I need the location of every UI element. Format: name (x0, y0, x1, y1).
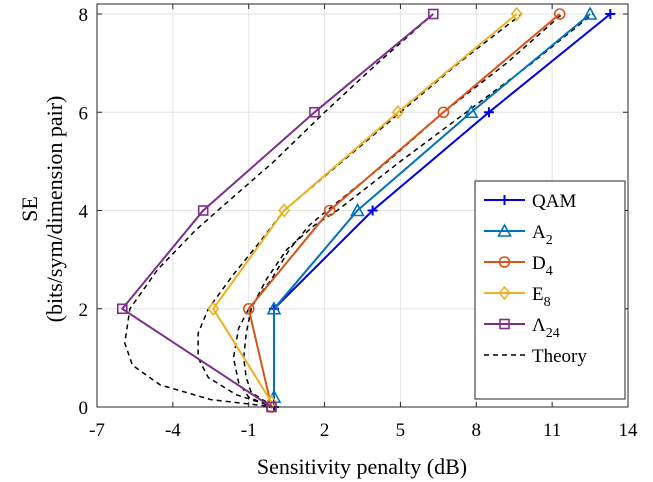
y-tick-label: 8 (79, 5, 89, 26)
marker-circle (553, 8, 566, 20)
marker-plus (605, 9, 616, 19)
legend: QAM A2 D4 E8 Λ24 Theory (474, 180, 626, 400)
series-e8 (207, 6, 523, 410)
series-line (247, 13, 561, 408)
legend-item: QAM (484, 191, 576, 212)
x-tick-label: 8 (472, 420, 482, 441)
marker-diamond (498, 285, 511, 301)
marker-diamond (278, 203, 291, 218)
legend-item: E8 (484, 284, 551, 310)
legend-label: Λ24 (532, 315, 560, 341)
marker-diamond (265, 394, 278, 410)
marker-diamond (207, 301, 220, 316)
axis-ticks: -7 -4 -1 2 5 8 11 14 0 2 4 6 8 (79, 4, 639, 441)
marker-triangle (266, 301, 282, 315)
legend-item: D4 (484, 253, 553, 279)
marker-square (197, 205, 209, 216)
marker-triangle (497, 223, 512, 237)
legend-label: Theory (532, 346, 587, 367)
y-tick-label: 4 (79, 202, 89, 223)
plot-frame (96, 3, 629, 408)
x-axis-title: Sensitivity penalty (dB) (257, 454, 467, 479)
legend-item: Theory (484, 346, 587, 367)
theory-curve (124, 13, 434, 407)
legend-label: D4 (532, 253, 553, 279)
series-lines (116, 6, 616, 413)
legend-label: E8 (532, 284, 551, 310)
series-line (212, 13, 518, 403)
x-tick-label: -4 (165, 420, 181, 441)
theory-curve (197, 13, 523, 406)
legend-label: A2 (532, 222, 553, 248)
x-tick-label: 14 (619, 420, 639, 441)
x-tick-label: 5 (396, 420, 406, 441)
legend-label: QAM (532, 191, 576, 212)
legend-box (474, 180, 626, 400)
marker-plus (499, 195, 510, 205)
marker-triangle (463, 104, 479, 119)
marker-square (116, 303, 128, 315)
y-tick-label: 0 (79, 398, 89, 419)
series-line (273, 13, 591, 398)
theory-curve (242, 13, 594, 403)
x-tick-label: 11 (543, 420, 561, 441)
marker-circle (242, 302, 255, 315)
marker-diamond (391, 105, 404, 120)
marker-triangle (582, 6, 598, 20)
marker-circle (323, 204, 336, 217)
y-tick-label: 2 (79, 300, 89, 321)
marker-square (309, 106, 320, 118)
series-line (120, 13, 434, 408)
x-tick-label: 2 (320, 420, 330, 441)
y-tick-label: 6 (79, 103, 89, 124)
marker-triangle (350, 202, 365, 217)
marker-square (427, 8, 439, 20)
legend-item: A2 (484, 222, 553, 248)
marker-diamond (510, 6, 523, 22)
marker-circle (498, 256, 511, 268)
y-axis-title-line2: (bits/sym/dimension pair) (42, 96, 67, 323)
marker-plus (367, 205, 378, 216)
y-axis-title-line1: SE (17, 196, 42, 222)
marker-plus (483, 107, 494, 118)
x-tick-label: -1 (241, 420, 257, 441)
x-tick-label: -7 (89, 420, 105, 441)
marker-square (499, 318, 510, 330)
marker-circle (437, 106, 450, 119)
legend-item: Λ24 (484, 315, 560, 341)
